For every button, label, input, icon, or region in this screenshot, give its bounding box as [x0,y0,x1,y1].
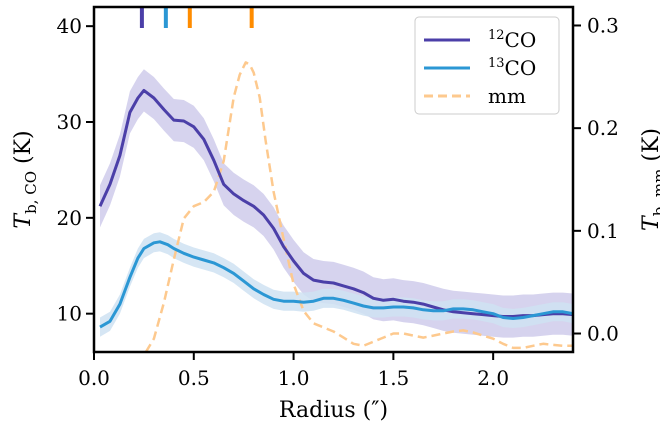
y-right-tick-label-3: 0.3 [587,13,619,37]
series-line-0 [98,88,573,318]
y-left-tick-label-3: 40 [57,14,82,38]
legend-label-2: mm [488,84,526,108]
y-right-label-main: T [639,214,660,231]
x-tick-label-3: 1.5 [377,366,409,390]
y-left-tick-label-1: 20 [57,206,82,230]
legend-label-1-sup: 13 [488,56,505,71]
y-right-label-sub: b, mm [650,169,660,217]
legend-label-0-sup: 12 [488,28,505,43]
x-tick-label-4: 2.0 [477,366,509,390]
y-left-label-unit: (K) [11,130,36,171]
y-right-tick-label-0: 0.0 [587,322,619,346]
y-right-label-unit: (K) [639,128,660,169]
x-axis-label: Radius (″) [279,398,388,423]
x-tick-label-1: 0.5 [178,366,210,390]
y-right-tick-label-2: 0.2 [587,116,619,140]
legend-label-0: 12CO [488,28,536,52]
y-right-axis-label: Tb, mm (K) [639,128,660,231]
series-line-2 [144,61,573,352]
y-left-tick-label-2: 30 [57,110,82,134]
legend-label-1: 13CO [488,56,536,80]
series-line-1 [99,240,573,329]
legend-label-2-name: mm [488,84,526,108]
axis-ticks: 0.0 0.5 1.0 1.5 2.0 10 20 30 40 0.0 0.1 0.2 0.3 [57,13,619,390]
axis-labels: Radius (″)Tb, CO (K)Tb, mm (K) [11,128,660,423]
legend-label-0-name: CO [505,28,537,52]
x-tick-label-0: 0.0 [78,366,110,390]
y-right-tick-label-1: 0.1 [587,219,619,243]
plot-content [98,8,573,352]
y-left-label-main: T [11,212,36,229]
y-left-axis-label: Tb, CO (K) [11,130,40,228]
plot-frame [92,5,575,354]
legend-box [414,16,560,115]
legend-label-1-name: CO [505,56,537,80]
y-left-tick-label-0: 10 [57,302,82,326]
x-tick-label-2: 1.0 [278,366,310,390]
y-left-label-sub: b, CO [22,171,40,214]
